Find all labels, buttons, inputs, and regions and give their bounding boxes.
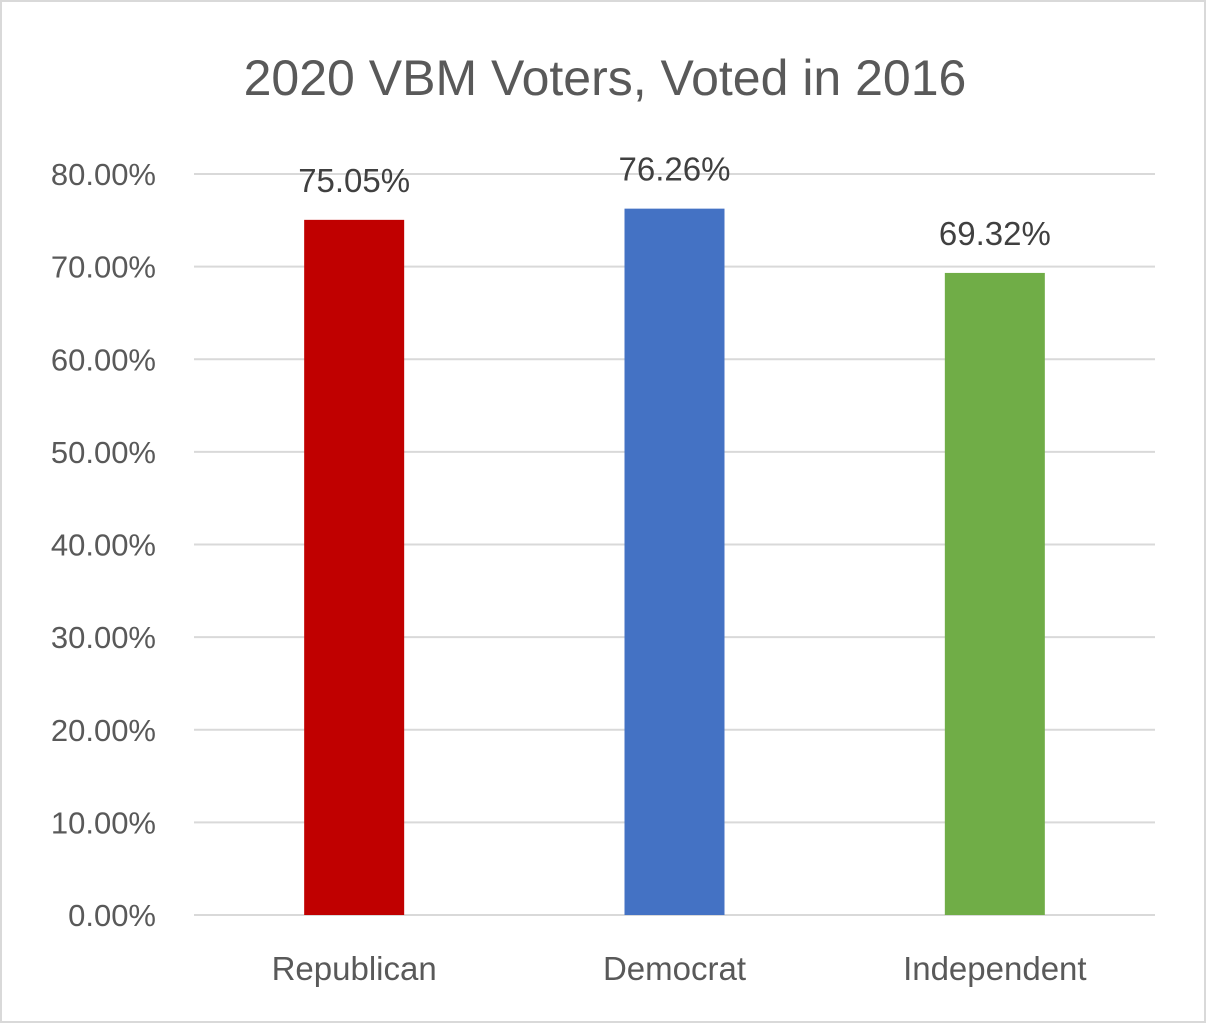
data-label-democrat: 76.26% [619,151,731,188]
y-tick-label: 10.00% [51,805,156,840]
category-label-independent: Independent [903,950,1087,987]
x-axis-category-labels: Republican Democrat Independent [272,950,1087,987]
bars [304,208,1045,916]
y-tick-label: 50.00% [51,435,156,470]
y-tick-label: 40.00% [51,528,156,563]
y-tick-label: 70.00% [51,250,156,285]
bar-democrat [624,208,725,916]
y-tick-label: 80.00% [51,157,156,192]
y-tick-label: 30.00% [51,620,156,655]
category-label-republican: Republican [272,950,437,987]
data-label-republican: 75.05% [298,162,410,199]
data-labels: 75.05% 76.26% 69.32% [298,151,1051,252]
data-label-independent: 69.32% [939,215,1051,252]
bar-republican [304,219,405,916]
chart-title: 2020 VBM Voters, Voted in 2016 [244,50,967,106]
y-tick-label: 0.00% [68,898,156,933]
bar-independent [944,272,1045,916]
category-label-democrat: Democrat [603,950,746,987]
y-tick-label: 20.00% [51,713,156,748]
y-axis-tick-labels: 0.00% 10.00% 20.00% 30.00% 40.00% 50.00% 60.00… [51,157,156,933]
y-tick-label: 60.00% [51,342,156,377]
